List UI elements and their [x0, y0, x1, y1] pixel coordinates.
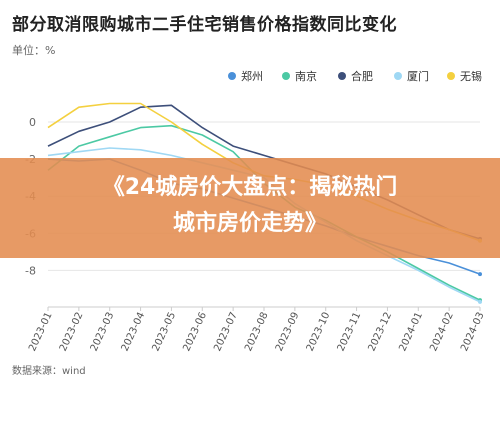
legend-marker-1	[228, 72, 236, 80]
overlay-line-2: 城市房价走势》	[172, 211, 327, 236]
x-tick-label-3: 2023-04	[120, 311, 148, 354]
x-tick-label-8: 2023-09	[274, 311, 302, 354]
x-tick-label-2: 2023-03	[89, 311, 117, 354]
x-tick-label-10: 2023-11	[336, 311, 364, 354]
x-tick-label-9: 2023-10	[305, 311, 333, 354]
x-tick-label-14: 2024-03	[459, 311, 487, 354]
overlay-banner	[0, 158, 500, 258]
chart-legend: 郑州 南京 合肥 厦门 无锡	[228, 69, 482, 83]
overlay-banner-text: 《24城房价大盘点：揭秘热门 城市房价走势》	[0, 170, 500, 242]
chart-title: 部分取消限购城市二手住宅销售价格指数同比变化	[12, 15, 397, 35]
legend-marker-2	[282, 72, 290, 80]
x-tick-label-5: 2023-06	[181, 311, 209, 354]
x-axis-ticks: 2023-01 2023-02 2023-03 2023-04 2023-05 2023-…	[27, 307, 487, 353]
x-tick-label-12: 2024-01	[397, 311, 425, 354]
legend-label-2: 南京	[295, 69, 317, 83]
legend-label-1: 郑州	[241, 69, 263, 83]
legend-label-4: 厦门	[407, 69, 429, 83]
series-end-point-1	[478, 272, 482, 277]
x-tick-label-1: 2023-02	[58, 311, 86, 354]
legend-label-3: 合肥	[351, 69, 373, 83]
y-tick-label-4: -8	[25, 264, 36, 277]
x-tick-label-6: 2023-07	[212, 311, 240, 354]
y-tick-label-0: 0	[29, 116, 36, 129]
legend-label-5: 无锡	[460, 69, 482, 83]
series-end-point-4	[478, 299, 482, 304]
legend-marker-5	[447, 72, 455, 80]
unit-label: 单位：%	[12, 44, 56, 57]
x-tick-label-13: 2024-02	[428, 311, 456, 354]
legend-marker-4	[394, 72, 402, 80]
source-note: 数据来源：wind	[12, 366, 86, 377]
overlay-line-1: 《24城房价大盘点：揭秘热门	[102, 175, 398, 200]
x-tick-label-7: 2023-08	[243, 311, 271, 354]
legend-marker-3	[338, 72, 346, 80]
x-tick-label-0: 2023-01	[27, 311, 55, 354]
x-tick-label-11: 2023-12	[367, 311, 395, 354]
x-tick-label-4: 2023-05	[151, 311, 179, 354]
